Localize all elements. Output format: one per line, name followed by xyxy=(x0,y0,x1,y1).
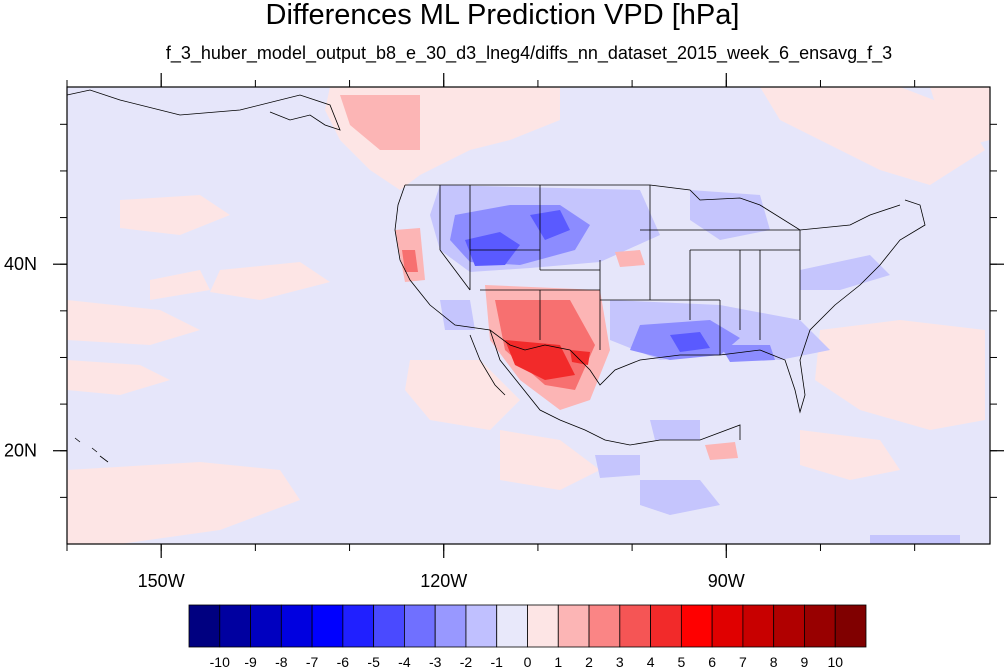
colorbar-swatch xyxy=(711,604,744,648)
colorbar-label: -8 xyxy=(275,654,288,670)
colorbar-label: -3 xyxy=(429,654,442,670)
colorbar-swatch xyxy=(804,604,836,648)
colorbar-swatch xyxy=(496,604,528,648)
colorbar-swatch xyxy=(280,604,313,648)
map-subtitle: f_3_huber_model_output_b8_e_30_d3_lneg4/… xyxy=(165,43,893,63)
colorbar-swatch xyxy=(557,604,590,648)
colorbar-swatch xyxy=(219,604,251,648)
colorbar-swatch xyxy=(834,604,867,648)
colorbar-swatch xyxy=(342,604,375,648)
colorbar-label: 7 xyxy=(739,654,747,670)
colorbar-swatch xyxy=(404,604,436,648)
colorbar-label: 2 xyxy=(585,654,593,670)
colorbar-swatch xyxy=(773,604,805,648)
colorbar-label: 6 xyxy=(708,654,716,670)
colorbar-label: 10 xyxy=(827,654,843,670)
positive-anomaly-light xyxy=(67,87,990,544)
map-frame xyxy=(66,86,991,545)
colorbar-label: -1 xyxy=(491,654,504,670)
colorbar-label: -7 xyxy=(306,654,319,670)
colorbar-swatch xyxy=(680,604,713,648)
colorbar-label: 0 xyxy=(524,654,532,670)
colorbar-swatch xyxy=(588,604,621,648)
positive-anomaly-strong xyxy=(505,340,590,380)
map-title: Differences ML Prediction VPD [hPa] xyxy=(265,0,740,31)
colorbar-swatch xyxy=(311,604,344,648)
colorbar-swatch xyxy=(650,604,682,648)
colorbar-label: 8 xyxy=(770,654,778,670)
negative-anomaly-strong xyxy=(465,210,710,352)
axis-ticks: 150W 120W 90W 40N 20N xyxy=(4,73,1004,591)
colorbar-label: 3 xyxy=(616,654,624,670)
colorbar-swatch xyxy=(742,604,775,648)
colorbar-swatch xyxy=(373,604,405,648)
colorbar-swatch xyxy=(465,604,498,648)
colorbar: -10 -9 -8 -7 -6 -5 -4 -3 -2 -1 0 1 2 3 4 5 6 7 8 9 10 xyxy=(188,604,867,670)
colorbar-label: -9 xyxy=(244,654,257,670)
lon-tick-label: 90W xyxy=(708,571,745,591)
colorbar-label: -5 xyxy=(367,654,380,670)
colorbar-label: -4 xyxy=(398,654,411,670)
colorbar-label: 1 xyxy=(554,654,562,670)
colorbar-swatch xyxy=(527,604,559,648)
colorbar-label: -2 xyxy=(460,654,473,670)
colorbar-swatch xyxy=(619,604,651,648)
lat-tick-label: 20N xyxy=(4,441,37,461)
colorbar-swatch xyxy=(250,604,282,648)
anomaly-field-layer xyxy=(67,87,990,544)
lat-tick-label: 40N xyxy=(4,254,37,274)
colorbar-label: 4 xyxy=(647,654,655,670)
lon-tick-label: 120W xyxy=(420,571,467,591)
lon-tick-label: 150W xyxy=(138,571,185,591)
colorbar-label: 9 xyxy=(801,654,809,670)
coastlines-and-borders xyxy=(67,89,926,463)
colorbar-label: 5 xyxy=(677,654,685,670)
colorbar-label: -10 xyxy=(210,654,230,670)
colorbar-label: -6 xyxy=(337,654,350,670)
colorbar-swatch xyxy=(188,604,221,648)
colorbar-swatch xyxy=(434,604,467,648)
